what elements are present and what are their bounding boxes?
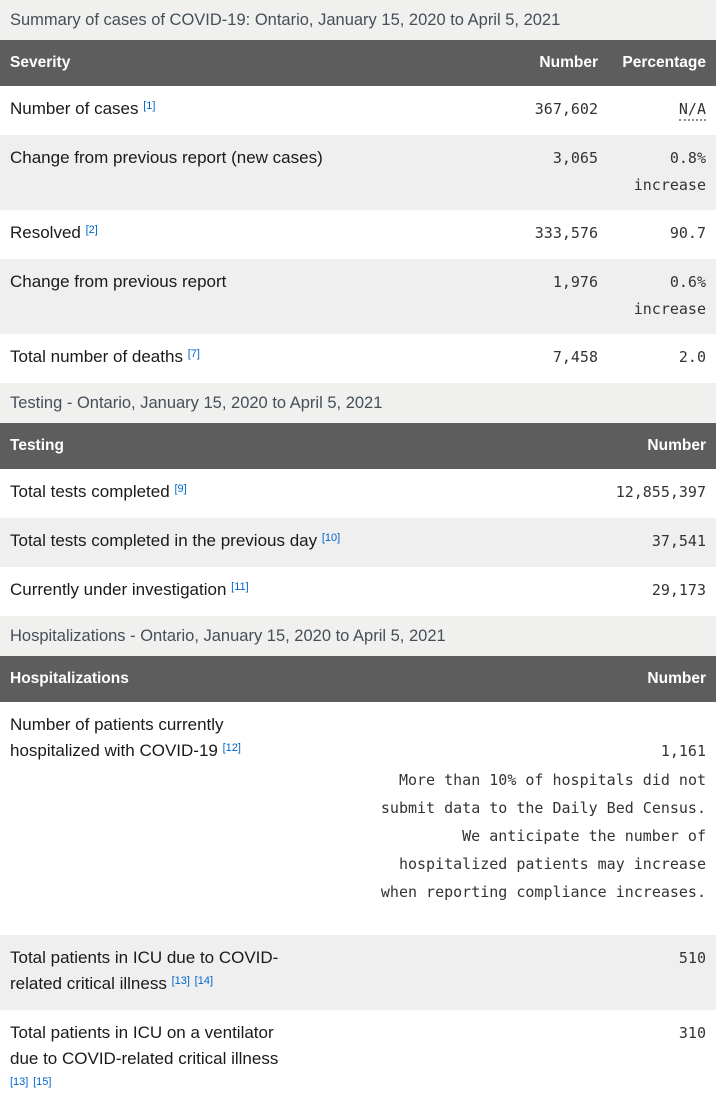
row-label-text: Number of patients currently hospitalize… <box>10 715 224 760</box>
row-label: Total tests completed in the previous da… <box>10 528 566 556</box>
row-label: Change from previous report (new cases) <box>10 145 483 171</box>
row-number: 12,855,397 <box>615 483 706 501</box>
footnote-link[interactable]: [13] <box>171 975 190 987</box>
footnote-link[interactable]: [10] <box>321 532 341 544</box>
table-row: Number of patients currently hospitalize… <box>0 702 716 935</box>
column-header: Percentage <box>622 54 706 71</box>
column-header: Number <box>647 437 706 454</box>
row-number-cell: 367,602 <box>483 96 598 123</box>
row-number-cell: 333,576 <box>483 220 598 247</box>
row-label: Currently under investigation [11] <box>10 577 566 605</box>
row-number: 333,576 <box>534 224 598 242</box>
table-row: Currently under investigation [11] 29,173 <box>0 567 716 616</box>
footnote-link[interactable]: [1] <box>143 100 156 112</box>
row-label-text: Total number of deaths <box>10 347 183 366</box>
data-table: Testing - Ontario, January 15, 2020 to A… <box>0 383 716 616</box>
row-percentage-note: increase <box>633 176 706 194</box>
row-number-cell: 1,161 More than 10% of hospitals did not … <box>366 712 706 924</box>
row-label-text: Change from previous report <box>10 272 227 291</box>
row-percentage: 2.0 <box>678 348 706 366</box>
row-number-cell: 12,855,397 <box>566 479 706 506</box>
row-percentage: 0.6% <box>669 273 706 291</box>
row-percentage: 90.7 <box>669 224 706 242</box>
column-header: Number <box>647 670 706 687</box>
row-label-text: Resolved <box>10 223 81 242</box>
row-percentage-cell: N/A <box>598 96 706 123</box>
row-number: 310 <box>678 1024 706 1042</box>
footnote-link[interactable]: [11] <box>231 581 249 593</box>
table-caption: Summary of cases of COVID-19: Ontario, J… <box>0 0 716 40</box>
row-number: 1,976 <box>552 273 598 291</box>
table-row: Resolved [2] 333,576 90.7 <box>0 210 716 259</box>
row-percentage-cell: 90.7 <box>598 220 706 247</box>
row-label: Resolved [2] <box>10 220 483 248</box>
row-percentage-note: increase <box>633 300 706 318</box>
row-number: 367,602 <box>534 100 598 118</box>
row-label-text: Number of cases <box>10 99 139 118</box>
row-number-cell: 1,976 <box>483 269 598 296</box>
table-header-row: Hospitalizations Number <box>0 656 716 702</box>
table-row: Change from previous report 1,976 0.6% incr… <box>0 259 716 334</box>
row-number: 29,173 <box>651 581 706 599</box>
table-row: Number of cases [1] 367,602 N/A <box>0 86 716 135</box>
table-row: Change from previous report (new cases) 3… <box>0 135 716 210</box>
row-label: Change from previous report <box>10 269 483 295</box>
footnote-link[interactable]: [9] <box>174 483 187 495</box>
row-label: Number of cases [1] <box>10 96 483 124</box>
table-header-row: Testing Number <box>0 423 716 469</box>
row-label: Total patients in ICU due to COVID-relat… <box>10 945 300 999</box>
row-label: Total number of deaths [7] <box>10 344 483 372</box>
row-number: 1,161 <box>660 742 706 760</box>
footnote-link[interactable]: [2] <box>85 224 98 236</box>
row-label-text: Total patients in ICU on a ventilator du… <box>10 1023 279 1068</box>
row-label-text: Currently under investigation <box>10 580 227 599</box>
row-percentage-cell: 0.6% increase <box>598 269 706 323</box>
row-note: More than 10% of hospitals did not submi… <box>380 771 706 901</box>
row-number-cell: 7,458 <box>483 344 598 371</box>
row-label: Total tests completed [9] <box>10 479 566 507</box>
row-label: Number of patients currently hospitalize… <box>10 712 300 766</box>
row-number-cell: 510 <box>366 945 706 972</box>
row-label-text: Total patients in ICU due to COVID-relat… <box>10 948 279 993</box>
row-percentage-cell: 0.8% increase <box>598 145 706 199</box>
footnote-link[interactable]: [15] <box>33 1076 52 1088</box>
column-header: Number <box>539 54 598 71</box>
row-percentage-cell: 2.0 <box>598 344 706 371</box>
table-row: Total number of deaths [7] 7,458 2.0 <box>0 334 716 383</box>
table-row: Total patients in ICU on a ventilator du… <box>0 1010 716 1111</box>
footnote-link[interactable]: [7] <box>187 348 200 360</box>
table-row: Total tests completed [9] 12,855,397 <box>0 469 716 518</box>
row-number: 3,065 <box>552 149 598 167</box>
column-header: Severity <box>10 54 71 71</box>
row-number-cell: 310 <box>366 1020 706 1047</box>
table-caption: Hospitalizations - Ontario, January 15, … <box>0 616 716 656</box>
column-header: Testing <box>10 437 64 454</box>
row-number: 7,458 <box>552 348 598 366</box>
footnote-link[interactable]: [13] <box>10 1076 29 1088</box>
column-header: Hospitalizations <box>10 670 129 687</box>
row-label: Total patients in ICU on a ventilator du… <box>10 1020 300 1100</box>
footnote-link[interactable]: [14] <box>194 975 214 987</box>
row-number-cell: 3,065 <box>483 145 598 172</box>
table-row: Total tests completed in the previous da… <box>0 518 716 567</box>
table-header-row: Severity Number Percentage <box>0 40 716 86</box>
row-label-text: Total tests completed <box>10 482 170 501</box>
row-percentage: 0.8% <box>669 149 706 167</box>
row-label-text: Change from previous report (new cases) <box>10 148 323 167</box>
row-number-cell: 37,541 <box>566 528 706 555</box>
table-row: Total patients in ICU due to COVID-relat… <box>0 935 716 1010</box>
row-number: 510 <box>678 949 706 967</box>
row-label-text: Total tests completed in the previous da… <box>10 531 318 550</box>
not-applicable-abbr[interactable]: N/A <box>678 100 706 121</box>
footnote-link[interactable]: [12] <box>222 742 241 754</box>
table-caption: Testing - Ontario, January 15, 2020 to A… <box>0 383 716 423</box>
row-number-cell: 29,173 <box>566 577 706 604</box>
data-table: Summary of cases of COVID-19: Ontario, J… <box>0 0 716 383</box>
data-table: Hospitalizations - Ontario, January 15, … <box>0 616 716 1111</box>
row-number: 37,541 <box>651 532 706 550</box>
